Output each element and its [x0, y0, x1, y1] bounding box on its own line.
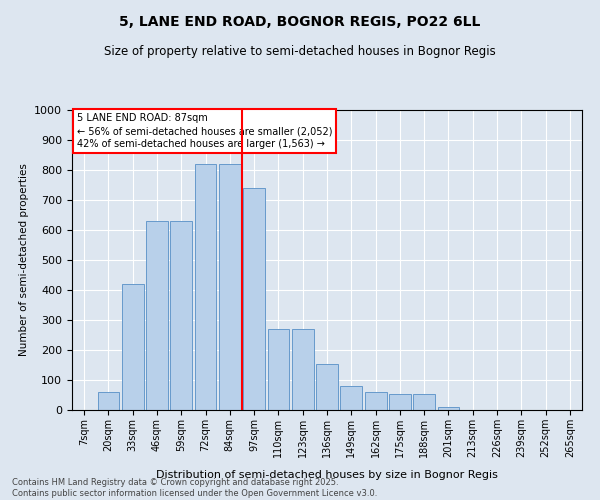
Bar	[194, 164, 217, 410]
Bar	[146, 221, 168, 410]
Bar	[268, 329, 289, 410]
Bar	[413, 394, 435, 410]
Bar	[340, 386, 362, 410]
Text: Contains HM Land Registry data © Crown copyright and database right 2025.
Contai: Contains HM Land Registry data © Crown c…	[12, 478, 377, 498]
Bar	[122, 284, 143, 410]
Bar	[389, 394, 411, 410]
Text: 5, LANE END ROAD, BOGNOR REGIS, PO22 6LL: 5, LANE END ROAD, BOGNOR REGIS, PO22 6LL	[119, 15, 481, 29]
Bar	[243, 188, 265, 410]
Bar	[219, 164, 241, 410]
Text: Distribution of semi-detached houses by size in Bognor Regis: Distribution of semi-detached houses by …	[156, 470, 498, 480]
Bar	[365, 392, 386, 410]
Text: 5 LANE END ROAD: 87sqm
← 56% of semi-detached houses are smaller (2,052)
42% of : 5 LANE END ROAD: 87sqm ← 56% of semi-det…	[77, 113, 332, 150]
Bar	[437, 407, 460, 410]
Bar	[292, 329, 314, 410]
Bar	[170, 221, 192, 410]
Y-axis label: Number of semi-detached properties: Number of semi-detached properties	[19, 164, 29, 356]
Bar	[97, 392, 119, 410]
Text: Size of property relative to semi-detached houses in Bognor Regis: Size of property relative to semi-detach…	[104, 45, 496, 58]
Bar	[316, 364, 338, 410]
